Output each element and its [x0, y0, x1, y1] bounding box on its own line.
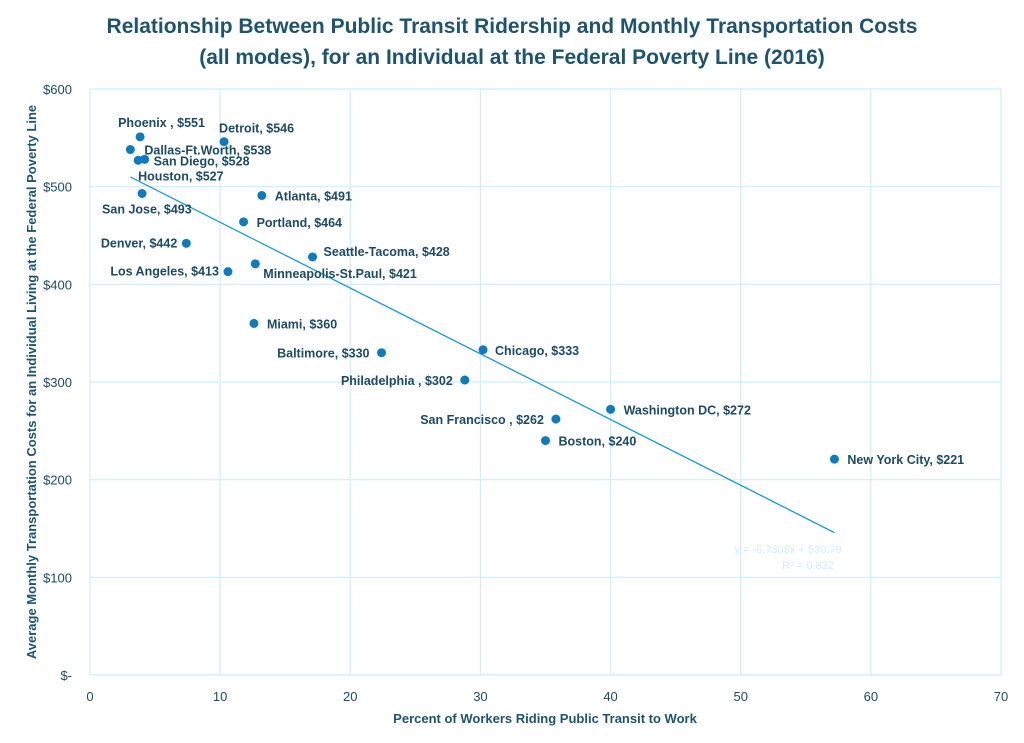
- x-tick-label: 20: [343, 689, 357, 704]
- data-label: Miami, $360: [267, 317, 337, 331]
- data-point: [125, 145, 135, 155]
- data-points: Phoenix , $551 Detroit, $546 Dallas-Ft.Wor…: [101, 116, 964, 467]
- data-point: [219, 137, 229, 147]
- trendline-equation: y = -6.7308x + 530.79: [734, 544, 841, 556]
- y-tick-label: $100: [43, 570, 72, 585]
- data-label: San Jose, $493: [102, 203, 192, 217]
- y-tick-label: $400: [43, 277, 72, 292]
- x-tick-label: 40: [603, 689, 617, 704]
- data-point: [250, 259, 260, 269]
- data-label: Houston, $527: [138, 169, 223, 183]
- data-point: [249, 318, 259, 328]
- data-point: [460, 375, 470, 385]
- x-tick-label: 30: [473, 689, 487, 704]
- data-label: Boston, $240: [559, 435, 637, 449]
- data-point: [137, 189, 147, 199]
- data-point: [239, 217, 249, 227]
- data-label: Dallas-Ft.Worth, $538: [144, 144, 271, 158]
- y-tick-label: $-: [60, 668, 72, 683]
- data-label: Denver, $442: [101, 236, 177, 250]
- data-label: Portland, $464: [257, 216, 342, 230]
- data-label: Phoenix , $551: [118, 116, 205, 130]
- data-point: [257, 190, 267, 200]
- data-label: Detroit, $546: [219, 122, 294, 136]
- chart-title-line-2: (all modes), for an Individual at the Fe…: [199, 46, 825, 69]
- x-tick-label: 70: [994, 689, 1008, 704]
- y-tick-label: $600: [43, 82, 72, 97]
- data-label: San Francisco , $262: [420, 413, 544, 427]
- data-point: [829, 454, 839, 464]
- data-label: Los Angeles, $413: [110, 265, 219, 279]
- data-point: [541, 436, 550, 446]
- y-axis-label: Average Monthly Transportation Costs for…: [24, 105, 39, 659]
- grid: [89, 88, 1002, 676]
- x-tick-label: 0: [86, 689, 93, 704]
- data-label: Chicago, $333: [495, 344, 579, 358]
- data-point: [308, 252, 318, 262]
- data-label: New York City, $221: [847, 453, 964, 467]
- x-tick-label: 50: [733, 689, 747, 704]
- chart-title-line-1: Relationship Between Public Transit Ride…: [107, 15, 918, 38]
- data-point: [551, 414, 561, 424]
- data-label: Baltimore, $330: [277, 347, 369, 361]
- data-point: [223, 267, 233, 277]
- data-label: Seattle-Tacoma, $428: [324, 245, 450, 259]
- y-tick-label: $200: [43, 473, 72, 488]
- data-point: [181, 238, 191, 248]
- y-tick-label: $500: [43, 180, 72, 195]
- x-tick-label: 10: [213, 689, 227, 704]
- data-label: Washington DC, $272: [624, 403, 751, 417]
- x-axis-ticks: 0 10 20 30 40 50 60 70: [86, 689, 1008, 704]
- data-point: [133, 155, 143, 165]
- data-label: Philadelphia , $302: [341, 374, 453, 388]
- data-point: [135, 132, 145, 142]
- data-label: San Diego, $528: [154, 154, 250, 168]
- x-tick-label: 60: [864, 689, 878, 704]
- x-axis-label: Percent of Workers Riding Public Transit…: [393, 711, 697, 726]
- data-point: [478, 345, 488, 355]
- data-point: [606, 404, 616, 414]
- data-label: Minneapolis-St.Paul, $421: [263, 267, 417, 281]
- data-point: [377, 348, 387, 358]
- y-tick-label: $300: [43, 375, 72, 390]
- trendline-r2: R² = 0.832: [782, 560, 834, 572]
- data-label: Atlanta, $491: [275, 189, 352, 203]
- trendline: [130, 176, 835, 534]
- y-axis-ticks: $- $100 $200 $300 $400 $500 $600: [43, 82, 72, 683]
